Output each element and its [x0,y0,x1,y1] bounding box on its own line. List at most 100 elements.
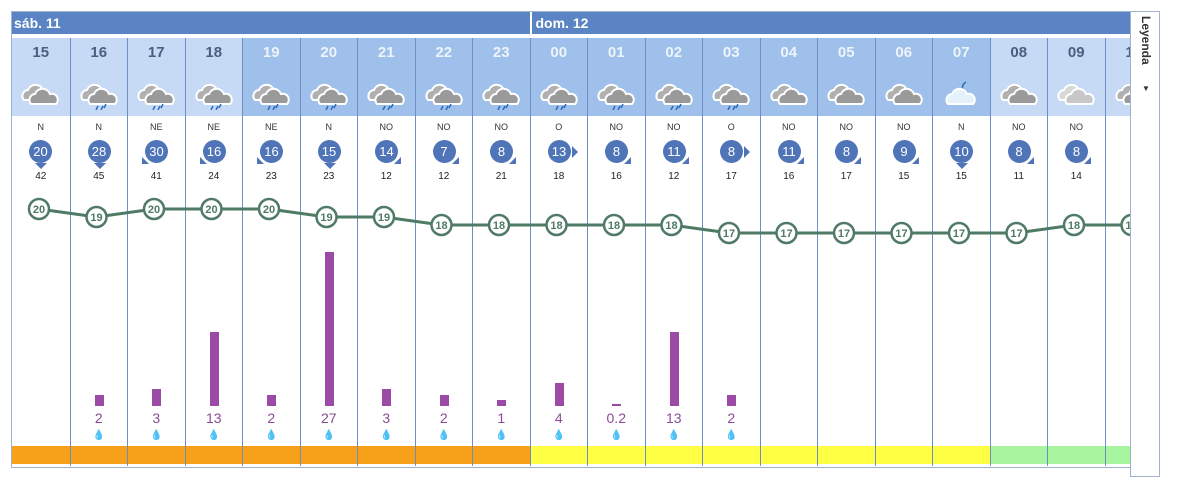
wind-speed-badge: 11 [662,140,689,164]
risk-level-orange [70,446,127,464]
wind-direction: O [555,122,563,132]
hour-label: 05 [837,44,855,61]
wind-arrow-icon [796,157,804,164]
wind-gust: 17 [840,171,852,182]
wind-gust: 24 [208,171,220,182]
wind-speed-badge: 7 [432,140,459,164]
risk-level-orange [300,446,357,464]
timeline-progress-fill [12,467,532,468]
wind-speed: 11 [667,144,681,159]
wind-speed: 9 [900,144,908,159]
hour-label: 22 [435,44,453,61]
moon-cloud-icon [942,78,982,115]
wind-speed-badge: 8 [605,140,631,164]
wind-direction: NO [609,122,624,132]
risk-level-green [990,446,1047,464]
wind-speed-badge: 14 [375,140,401,164]
hour-header: 09 [1048,38,1105,116]
timeline-scrollbar[interactable] [12,467,1131,468]
wind-speed-badge: 16 [257,140,283,164]
wind-speed: 30 [149,144,164,159]
cloudy-icon [769,78,810,115]
wind-speed-badge: 8 [835,140,861,164]
wind-speed: 10 [954,144,969,159]
wind-direction: N [37,122,45,132]
hour-label: 18 [205,44,223,61]
hour-header: 16 [70,38,127,116]
temperature-point: 18 [602,213,626,237]
hour-label: 15 [32,44,50,61]
temperature-point: 18 [430,213,453,237]
cloudy-light-icon [1057,78,1097,115]
temperature-value: 20 [148,204,160,216]
rain-drops-icon: 💧 [322,430,335,441]
wind-speed: 11 [782,144,796,159]
hour-header: 10 [1105,38,1131,116]
temperature-value: 18 [550,220,562,232]
hour-column: 04 NO 11 16 [759,38,817,466]
wind-arrow-icon [323,163,336,169]
wind-arrow-icon [451,157,459,164]
hour-header: 18 [185,38,242,116]
hour-header: 23 [473,38,530,116]
temperature-value: 18 [435,220,447,232]
wind-direction: NO [667,122,681,132]
temperature-point: 19 [315,205,338,229]
wind-arrow-icon [956,163,968,169]
rain-drops-icon: 💧 [725,430,738,441]
wind-direction: NE [264,122,278,132]
temperature-point: 20 [257,197,281,221]
wind-speed: 28 [91,144,107,159]
wind-direction: N [95,122,103,132]
legend-toggle[interactable]: Leyenda ▼ [1130,11,1160,477]
precip-bar [727,394,736,406]
wind-speed: 15 [321,144,337,159]
day-label: sáb. 11 [14,15,61,31]
temperature-value: 17 [1010,228,1022,240]
rain-drops-icon: 💧 [265,430,278,441]
temperature-point: 17 [890,221,913,245]
risk-level-yellow [645,446,702,464]
day-label: dom. 12 [529,12,1132,34]
wind-arrow-icon [681,157,689,164]
rain-icon [194,78,235,115]
hour-column: 02 NO 11 12 13 💧 [644,38,702,466]
hour-column: 08 NO 8 11 [989,38,1047,466]
precip-bar [382,388,391,406]
wind-direction: O [727,122,735,132]
rain-drops-icon: 💧 [207,430,220,441]
temperature-value: 17 [895,228,907,240]
temperature-value: 18 [1068,220,1080,232]
rain-icon [597,78,637,115]
wind-direction: NO [1069,122,1084,132]
hour-label: 06 [895,44,913,61]
risk-level-yellow [760,446,817,464]
temperature-point: 17 [947,221,971,245]
hour-header: 22 [415,38,472,116]
cloudy-icon [21,78,61,115]
legend-label: Leyenda [1139,16,1153,65]
wind-direction: NO [379,122,394,132]
rain-drops-icon: 💧 [380,430,393,441]
hour-header: 07 [933,38,990,116]
risk-level-orange [128,446,185,464]
hour-label: 10 [1106,44,1131,61]
wind-direction: N [325,122,333,132]
temperature-line: 20 19 20 20 20 19 19 18 18 18 18 18 17 17 17 17 17 17 18 18 [27,197,1131,245]
hour-header: 21 [358,38,415,116]
wind-speed: 8 [1072,144,1081,159]
hour-header: 01 [588,38,645,116]
cloudy-icon [999,78,1040,115]
temperature-point: 18 [1062,213,1086,237]
rain-icon [79,78,120,115]
hour-label: 02 [665,44,683,61]
precip-value: 2 [94,410,103,426]
wind-speed: 8 [612,144,621,159]
wind-gust: 17 [725,171,737,182]
precip-bar [152,388,161,406]
risk-level-orange [185,446,242,464]
wind-direction: NO [437,122,451,132]
wind-gust: 23 [265,171,277,182]
wind-speed: 20 [33,144,48,159]
wind-direction: NO [839,122,854,132]
